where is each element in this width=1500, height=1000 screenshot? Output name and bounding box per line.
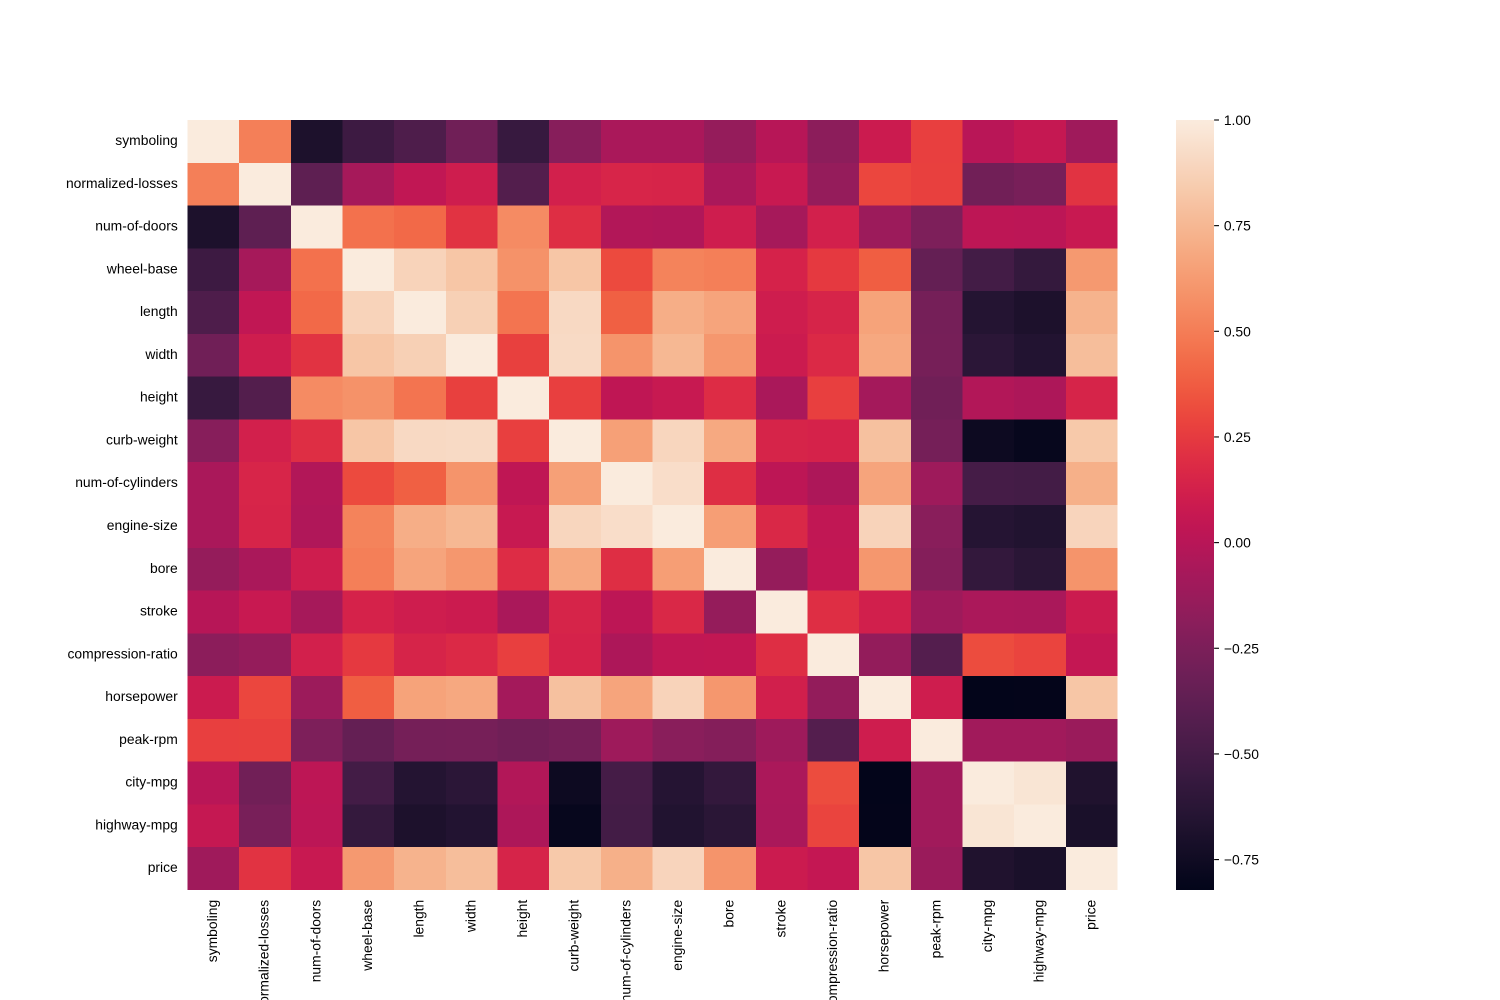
- svg-text:−0.50: −0.50: [1224, 746, 1259, 762]
- svg-text:length: length: [140, 303, 178, 319]
- svg-text:price: price: [1082, 899, 1098, 929]
- svg-text:normalized-losses: normalized-losses: [256, 900, 272, 1000]
- svg-text:0.50: 0.50: [1224, 323, 1251, 339]
- svg-text:num-of-doors: num-of-doors: [95, 218, 178, 234]
- svg-text:peak-rpm: peak-rpm: [927, 900, 943, 959]
- svg-text:height: height: [140, 389, 178, 405]
- svg-text:−0.25: −0.25: [1224, 640, 1259, 656]
- svg-text:highway-mpg: highway-mpg: [95, 816, 178, 832]
- svg-text:width: width: [144, 346, 177, 362]
- svg-text:horsepower: horsepower: [105, 688, 178, 704]
- svg-text:stroke: stroke: [140, 603, 178, 619]
- svg-text:curb-weight: curb-weight: [106, 431, 178, 447]
- svg-text:−0.75: −0.75: [1224, 852, 1259, 868]
- svg-text:horsepower: horsepower: [876, 899, 892, 972]
- svg-text:engine-size: engine-size: [107, 517, 178, 533]
- svg-text:width: width: [462, 900, 478, 933]
- svg-text:engine-size: engine-size: [669, 900, 685, 971]
- svg-text:length: length: [411, 900, 427, 938]
- svg-text:wheel-base: wheel-base: [106, 260, 178, 276]
- svg-text:num-of-cylinders: num-of-cylinders: [75, 474, 178, 490]
- svg-text:0.25: 0.25: [1224, 429, 1251, 445]
- svg-text:bore: bore: [721, 899, 737, 927]
- svg-text:1.00: 1.00: [1224, 112, 1251, 128]
- svg-text:bore: bore: [150, 560, 178, 576]
- svg-text:highway-mpg: highway-mpg: [1031, 900, 1047, 983]
- svg-text:stroke: stroke: [772, 899, 788, 937]
- svg-text:symboling: symboling: [115, 132, 177, 148]
- svg-text:0.00: 0.00: [1224, 535, 1251, 551]
- svg-text:height: height: [514, 900, 530, 938]
- svg-text:num-of-cylinders: num-of-cylinders: [617, 900, 633, 1000]
- svg-text:city-mpg: city-mpg: [979, 900, 995, 952]
- svg-text:compression-ratio: compression-ratio: [67, 645, 178, 661]
- svg-text:peak-rpm: peak-rpm: [119, 731, 178, 747]
- svg-text:num-of-doors: num-of-doors: [307, 900, 323, 983]
- svg-text:wheel-base: wheel-base: [359, 900, 375, 972]
- svg-text:city-mpg: city-mpg: [125, 774, 177, 790]
- svg-text:0.75: 0.75: [1224, 218, 1251, 234]
- svg-text:normalized-losses: normalized-losses: [66, 175, 178, 191]
- svg-text:curb-weight: curb-weight: [566, 900, 582, 972]
- svg-text:compression-ratio: compression-ratio: [824, 900, 840, 1000]
- svg-text:symboling: symboling: [204, 900, 220, 962]
- svg-text:price: price: [148, 859, 178, 875]
